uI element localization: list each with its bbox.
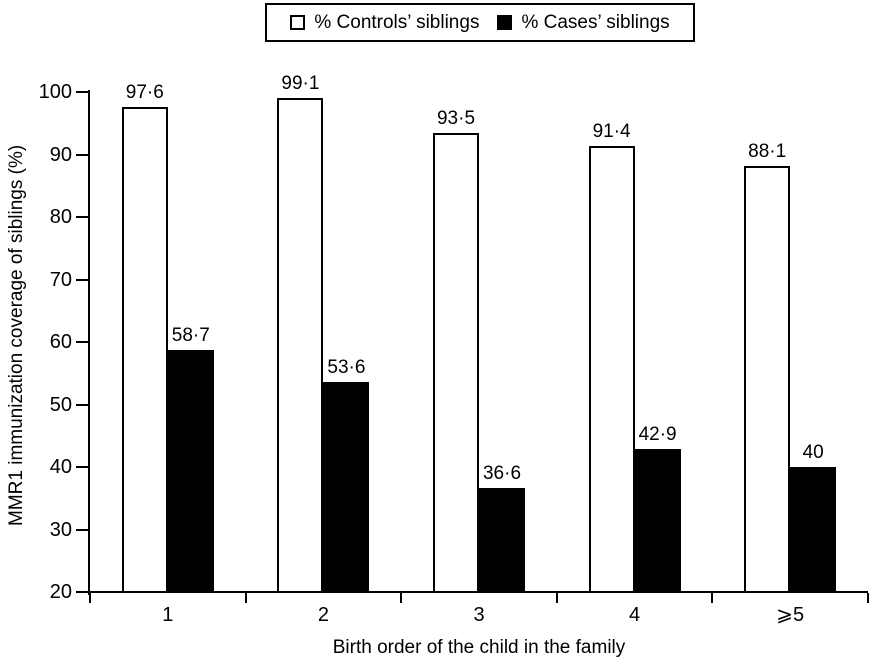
bar-controls bbox=[277, 97, 324, 593]
y-tick bbox=[76, 528, 88, 531]
y-tick bbox=[76, 278, 88, 281]
y-tick-label: 70 bbox=[49, 268, 72, 291]
bar-controls bbox=[588, 145, 635, 593]
x-axis-title: Birth order of the child in the family bbox=[332, 637, 626, 658]
y-tick bbox=[76, 91, 88, 93]
legend-label-cases: % Cases’ siblings bbox=[521, 11, 670, 33]
y-tick-label: 30 bbox=[49, 518, 72, 541]
y-tick bbox=[76, 153, 88, 156]
bar-value-label: 99·1 bbox=[281, 72, 320, 94]
x-tick bbox=[867, 593, 869, 603]
bar-value-label: 93·5 bbox=[436, 107, 476, 129]
x-category-label: 2 bbox=[317, 604, 329, 626]
y-tick bbox=[76, 341, 88, 343]
legend-label-controls: % Controls’ siblings bbox=[314, 11, 480, 33]
legend-item-cases: % Cases’ siblings bbox=[497, 11, 670, 34]
y-tick-label: 80 bbox=[49, 206, 72, 228]
x-category-label: 3 bbox=[473, 604, 485, 626]
bar-cases bbox=[479, 488, 525, 593]
legend-item-controls: % Controls’ siblings bbox=[290, 12, 479, 34]
bar-controls bbox=[744, 166, 791, 593]
controls-swatch-icon bbox=[290, 15, 306, 30]
bar-value-label: 53·6 bbox=[327, 357, 366, 378]
y-tick-label: 60 bbox=[49, 331, 72, 353]
bar-value-label: 91·4 bbox=[592, 120, 631, 142]
bar-value-label: 58·7 bbox=[171, 325, 210, 347]
legend: % Controls’ siblings % Cases’ siblings bbox=[265, 3, 695, 42]
y-tick-label: 50 bbox=[49, 393, 72, 416]
y-tick-label: 20 bbox=[49, 581, 72, 603]
y-tick-label: 90 bbox=[49, 143, 72, 166]
y-axis-line bbox=[88, 90, 90, 595]
x-category-label: 1 bbox=[162, 604, 174, 626]
bar-controls bbox=[433, 132, 479, 593]
x-tick bbox=[555, 593, 558, 603]
bar-value-label: 42·9 bbox=[638, 423, 677, 445]
bar-controls bbox=[121, 107, 168, 593]
bar-cases bbox=[634, 448, 681, 593]
y-tick bbox=[76, 216, 88, 218]
x-tick bbox=[711, 593, 714, 603]
y-tick bbox=[76, 466, 88, 468]
x-tick bbox=[89, 593, 91, 603]
x-tick bbox=[400, 593, 403, 603]
bar-cases bbox=[790, 467, 837, 593]
bar-cases bbox=[167, 350, 214, 593]
y-tick bbox=[76, 403, 88, 406]
bar-value-label: 97·6 bbox=[125, 82, 164, 103]
x-tick bbox=[244, 593, 247, 603]
cases-swatch-icon bbox=[497, 15, 513, 30]
bar-value-label: 36·6 bbox=[482, 463, 522, 485]
y-tick bbox=[76, 591, 88, 593]
x-category-label: 4 bbox=[629, 604, 641, 626]
x-category-label: ⩾5 bbox=[776, 604, 805, 626]
bar-value-label: 88·1 bbox=[748, 141, 787, 163]
bar-value-label: 40 bbox=[802, 442, 824, 463]
y-tick-label: 100 bbox=[38, 81, 72, 103]
y-tick-label: 40 bbox=[49, 456, 72, 478]
bar-cases bbox=[323, 382, 370, 593]
